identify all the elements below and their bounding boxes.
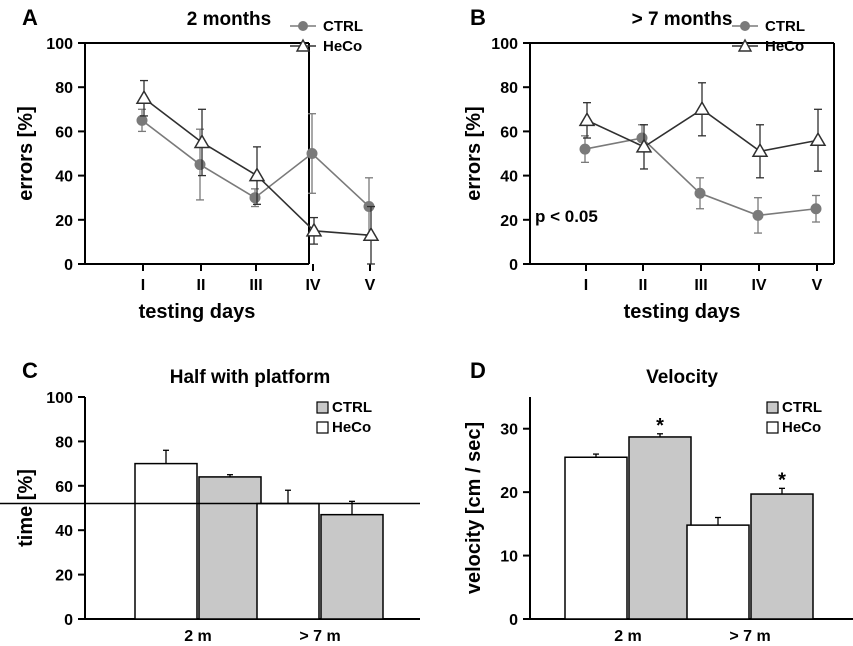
y-axis-label: time [%]	[15, 469, 37, 547]
data-point-circle	[249, 192, 261, 204]
y-tick-label: 40	[500, 169, 518, 186]
y-axis-label: errors [%]	[463, 106, 485, 200]
chart-title: Half with platform	[170, 367, 330, 388]
x-tick-label: > 7 m	[729, 628, 770, 645]
bar	[686, 524, 750, 620]
bar	[320, 513, 384, 620]
significance-marker: *	[656, 415, 664, 437]
data-point-triangle	[635, 138, 653, 153]
bar	[256, 502, 320, 620]
x-tick-label: I	[584, 277, 588, 294]
x-axis-label: testing days	[624, 301, 741, 323]
y-tick-label: 80	[500, 80, 518, 97]
bar	[564, 456, 628, 620]
significance-marker: *	[778, 469, 786, 491]
legend-marker-circle	[298, 21, 308, 31]
y-tick-label: 60	[55, 124, 73, 141]
legend-swatch	[316, 421, 329, 434]
data-point-triangle	[809, 131, 827, 146]
y-tick-label: 20	[500, 213, 518, 230]
panel-label: D	[470, 358, 486, 383]
x-tick-label: 2 m	[184, 628, 212, 645]
x-tick-label: II	[197, 277, 206, 294]
legend-marker-circle	[740, 21, 750, 31]
y-tick-label: 0	[64, 257, 73, 274]
y-tick-label: 0	[64, 612, 73, 629]
bar	[198, 476, 262, 620]
legend-label: HeCo	[332, 419, 371, 436]
data-point-triangle	[751, 142, 769, 158]
y-axis-label: velocity [cm / sec]	[463, 422, 485, 594]
x-tick-label: I	[141, 277, 145, 294]
y-tick-label: 100	[46, 390, 73, 407]
data-point-triangle	[135, 89, 153, 104]
legend-label: HeCo	[765, 38, 804, 55]
data-point-triangle	[305, 222, 323, 237]
x-tick-label: > 7 m	[299, 628, 340, 645]
panel-label: A	[22, 5, 38, 30]
y-tick-label: 20	[55, 568, 73, 585]
y-tick-label: 100	[46, 36, 73, 53]
legend-label: HeCo	[323, 38, 362, 55]
bar	[628, 436, 692, 620]
legend-label: CTRL	[323, 18, 363, 35]
x-tick-label: V	[812, 277, 823, 294]
chart-title: > 7 months	[632, 9, 733, 30]
x-tick-label: III	[694, 277, 707, 294]
legend-marker-triangle	[737, 38, 753, 52]
data-point-triangle	[248, 167, 266, 182]
y-tick-label: 20	[55, 213, 73, 230]
y-tick-label: 80	[55, 80, 73, 97]
y-tick-label: 40	[55, 523, 73, 540]
legend-swatch	[766, 421, 779, 434]
x-tick-label: 2 m	[614, 628, 642, 645]
data-point-circle	[194, 159, 206, 171]
data-point-circle	[752, 209, 764, 221]
panel-label: C	[22, 358, 38, 383]
x-tick-label: III	[249, 277, 262, 294]
panel-label: B	[470, 5, 486, 30]
y-tick-label: 10	[500, 549, 518, 566]
y-axis-label: errors [%]	[15, 106, 37, 200]
y-tick-label: 0	[509, 612, 518, 629]
bar	[134, 462, 198, 620]
data-point-circle	[579, 143, 591, 155]
data-point-circle	[306, 148, 318, 159]
legend-marker-triangle	[295, 38, 311, 52]
bar	[750, 493, 814, 620]
data-point-triangle	[193, 133, 211, 149]
legend-label: CTRL	[782, 399, 822, 416]
y-tick-label: 20	[500, 485, 518, 502]
y-tick-label: 80	[55, 434, 73, 451]
chart-title: Velocity	[646, 367, 718, 388]
data-point-triangle	[693, 100, 711, 116]
y-tick-label: 0	[509, 257, 518, 274]
x-tick-label: IV	[751, 277, 766, 294]
legend-label: CTRL	[765, 18, 805, 35]
y-tick-label: 40	[55, 169, 73, 186]
x-axis-label: testing days	[139, 301, 256, 323]
y-tick-label: 100	[491, 36, 518, 53]
legend-label: CTRL	[332, 399, 372, 416]
annotation: p < 0.05	[535, 207, 598, 226]
data-point-circle	[136, 114, 148, 126]
legend-swatch	[766, 401, 779, 414]
data-point-triangle	[362, 226, 380, 242]
data-point-circle	[694, 187, 706, 199]
legend-label: HeCo	[782, 419, 821, 436]
x-tick-label: V	[365, 277, 376, 294]
chart-title: 2 months	[187, 9, 271, 30]
y-tick-label: 60	[55, 479, 73, 496]
legend-swatch	[316, 401, 329, 414]
x-tick-label: II	[639, 277, 648, 294]
data-point-circle	[810, 203, 822, 215]
data-point-triangle	[578, 111, 596, 127]
x-tick-label: IV	[305, 277, 320, 294]
y-tick-label: 30	[500, 422, 518, 439]
y-tick-label: 60	[500, 124, 518, 141]
